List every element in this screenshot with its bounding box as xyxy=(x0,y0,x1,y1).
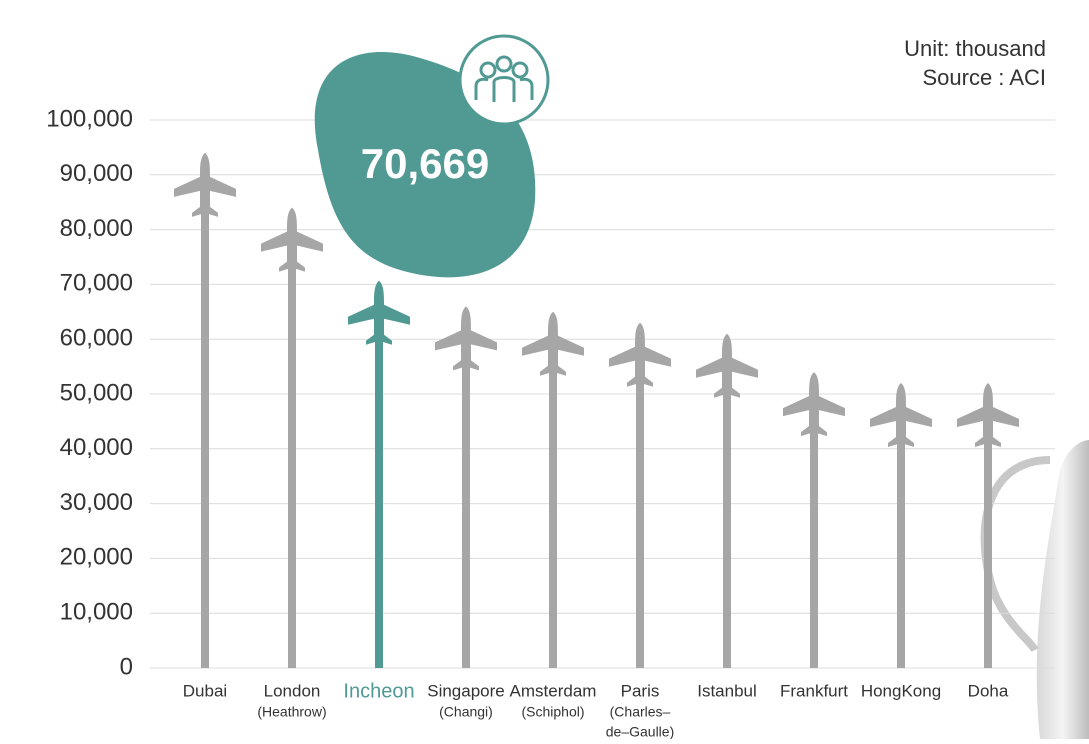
x-tick-label: Incheon xyxy=(343,680,414,702)
y-tick-label: 30,000 xyxy=(60,489,133,516)
y-tick-label: 20,000 xyxy=(60,544,133,571)
plane-marker xyxy=(957,383,1019,448)
plane-marker xyxy=(696,333,758,398)
callout: 70,669 xyxy=(314,34,550,278)
bar xyxy=(810,392,818,668)
callout-icon-circle xyxy=(458,34,550,126)
y-tick-label: 70,000 xyxy=(60,270,133,297)
y-tick-label: 0 xyxy=(120,653,133,680)
bar xyxy=(288,227,296,668)
plane-marker xyxy=(261,207,323,272)
x-tick-label: Istanbul xyxy=(697,681,757,700)
x-tick-label: Amsterdam xyxy=(510,681,597,700)
plane-marker xyxy=(522,311,584,376)
people-icon xyxy=(474,55,534,102)
bar xyxy=(549,331,557,668)
plane-marker xyxy=(348,280,410,345)
x-tick-sublabel: (Changi) xyxy=(439,704,493,720)
bar xyxy=(897,403,905,668)
bar xyxy=(636,342,644,668)
plane-marker xyxy=(870,383,932,448)
plane-marker xyxy=(435,306,497,371)
y-tick-label: 50,000 xyxy=(60,379,133,406)
plane-marker xyxy=(609,322,671,387)
plane-marker xyxy=(174,152,236,217)
x-tick-label: Doha xyxy=(968,681,1009,700)
bar xyxy=(984,403,992,668)
y-tick-label: 100,000 xyxy=(46,105,133,132)
y-tick-label: 10,000 xyxy=(60,599,133,626)
y-tick-label: 40,000 xyxy=(60,434,133,461)
bar xyxy=(462,326,470,668)
x-tick-sublabel: (Charles– xyxy=(610,704,671,720)
unit-note: Unit: thousand xyxy=(904,36,1046,61)
grid: 0 10,000 20,000 30,000 40,000 50,000 60,000 70,… xyxy=(46,105,1055,680)
x-tick-sublabel: (Heathrow) xyxy=(257,704,326,720)
callout-value: 70,669 xyxy=(361,140,489,187)
x-tick-label: Frankfurt xyxy=(780,681,848,700)
y-tick-label: 90,000 xyxy=(60,160,133,187)
plane-marker xyxy=(783,372,845,437)
x-tick-label: HongKong xyxy=(861,681,941,700)
y-tick-label: 80,000 xyxy=(60,215,133,242)
x-tick-label: London xyxy=(264,681,321,700)
trophy-decoration xyxy=(1036,440,1089,739)
x-tick-label: Paris xyxy=(621,681,660,700)
bar xyxy=(375,300,383,668)
x-tick-label: Dubai xyxy=(183,681,227,700)
x-tick-sublabel: (Schiphol) xyxy=(521,704,584,720)
bars: Dubai London (Heathrow) Incheon Singapore (Ch… xyxy=(174,152,1019,740)
y-tick-label: 60,000 xyxy=(60,325,133,352)
source-note: Source : ACI xyxy=(922,65,1046,90)
x-tick-sublabel: de–Gaulle) xyxy=(606,724,675,739)
bar xyxy=(723,353,731,668)
bar xyxy=(201,172,209,668)
x-tick-label: Singapore xyxy=(427,681,505,700)
